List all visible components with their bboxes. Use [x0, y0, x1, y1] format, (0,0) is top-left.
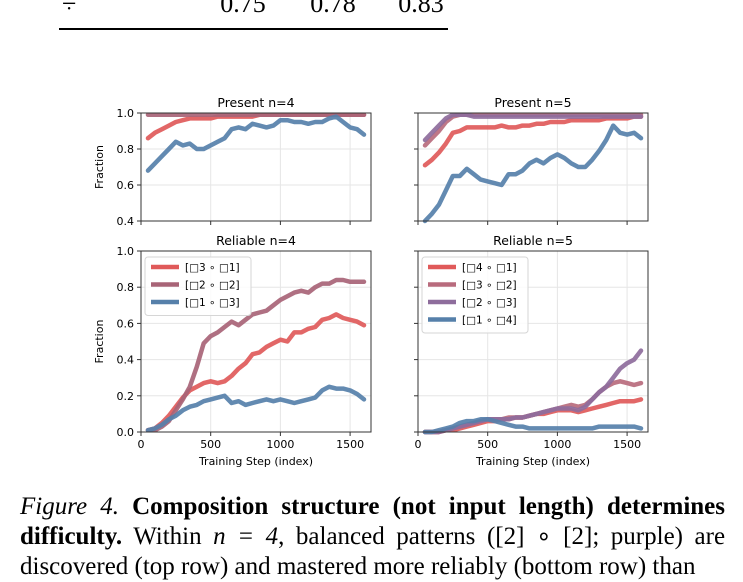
plot-frame [140, 112, 372, 222]
legend-entry: [□4 ∘ □1] [462, 262, 517, 274]
y-tick-label: 1.0 [117, 107, 135, 120]
table-fragment: ÷ 0.75 0.78 0.83 [59, 0, 448, 30]
caption-text-2: , balanced patterns ( [278, 523, 496, 550]
series-line-3 [145, 384, 367, 433]
table-value-3: 0.83 [398, 0, 444, 18]
x-tick-label: 1500 [336, 438, 364, 451]
x-tick-label: 500 [200, 438, 221, 451]
y-tick-label: 0.8 [117, 281, 135, 294]
legend-entry: [□2 ∘ □2] [185, 280, 240, 292]
series-line-3 [422, 348, 644, 435]
y-tick-label: 0.4 [117, 215, 135, 228]
y-tick-label: 1.0 [117, 245, 135, 258]
figure-4: ÷ 0.75 0.78 0.83 0.4 0.6 0.8 1.0 Present n=4… [59, 0, 649, 468]
y-axis-label: Fraction [93, 320, 106, 364]
chart-panel-4: 0 500 1000 1500 Reliable n=5 Training Step (i… [414, 233, 649, 468]
caption-text-1: Within [133, 523, 202, 550]
table-value-1: 0.75 [220, 0, 266, 18]
plot-frame [140, 250, 372, 433]
table-value-2: 0.78 [310, 0, 356, 18]
x-axis-label: Training Step (index) [198, 455, 313, 468]
y-tick-label: 0.2 [117, 390, 135, 403]
legend-entry: [□1 ∘ □3] [185, 297, 240, 309]
legend-entry: [□2 ∘ □3] [462, 297, 517, 309]
y-tick-label: 0.0 [117, 426, 135, 439]
x-axis-label: Training Step (index) [475, 455, 590, 468]
series-line-4 [422, 417, 644, 435]
chart-title: Reliable n=5 [493, 233, 573, 248]
chart-legend: [□4 ∘ □1] [□3 ∘ □2] [□2 ∘ □3] [□1 ∘ □4] [421, 256, 529, 334]
chart-title: Reliable n=4 [216, 233, 296, 248]
caption-label: Figure 4. [20, 493, 119, 520]
x-tick-label: 0 [138, 438, 145, 451]
series-line-1 [422, 114, 644, 168]
legend-box [421, 256, 529, 334]
y-tick-label: 0.6 [117, 179, 135, 192]
chart-panel-3: 0.0 0.2 0.4 0.6 0.8 1.0 0 500 1000 1500 Reliable n… [93, 233, 372, 468]
x-tick-label: 0 [415, 438, 422, 451]
chart-grid: 0.4 0.6 0.8 1.0 Present n=4 Fraction Present n… [93, 95, 649, 468]
chart-title: Present n=4 [217, 95, 294, 110]
y-tick-label: 0.6 [117, 317, 135, 330]
legend-entry: [□1 ∘ □4] [462, 315, 517, 327]
legend-entry: [□3 ∘ □1] [185, 262, 240, 274]
chart-legend: [□3 ∘ □1] [□2 ∘ □2] [□1 ∘ □3] [144, 256, 252, 316]
plot-frame [417, 250, 649, 433]
y-tick-label: 0.8 [117, 143, 135, 156]
caption-title: Composition structure (not input length)… [20, 493, 725, 550]
x-tick-label: 1000 [266, 438, 294, 451]
series-line-3 [422, 112, 644, 143]
chart-panel-1: 0.4 0.6 0.8 1.0 Present n=4 Fraction [93, 95, 372, 228]
chart-panel-2: Present n=5 [414, 95, 649, 225]
caption-math-1: n = 4 [213, 523, 279, 550]
y-tick-label: 0.4 [117, 354, 135, 367]
y-axis-label: Fraction [93, 145, 106, 189]
series-line-4 [422, 123, 644, 224]
series-line-2 [145, 277, 367, 433]
series-line-3 [145, 114, 367, 173]
caption-math-2: [2] ∘ [2] [495, 523, 593, 550]
table-symbol: ÷ [62, 0, 76, 18]
chart-title: Present n=5 [494, 95, 571, 110]
x-tick-label: 500 [477, 438, 498, 451]
x-tick-label: 1000 [543, 438, 571, 451]
plot-frame [417, 112, 649, 222]
figure-caption: Figure 4. Composition structure (not inp… [20, 492, 725, 582]
legend-entry: [□3 ∘ □2] [462, 280, 517, 292]
x-tick-label: 1500 [613, 438, 641, 451]
